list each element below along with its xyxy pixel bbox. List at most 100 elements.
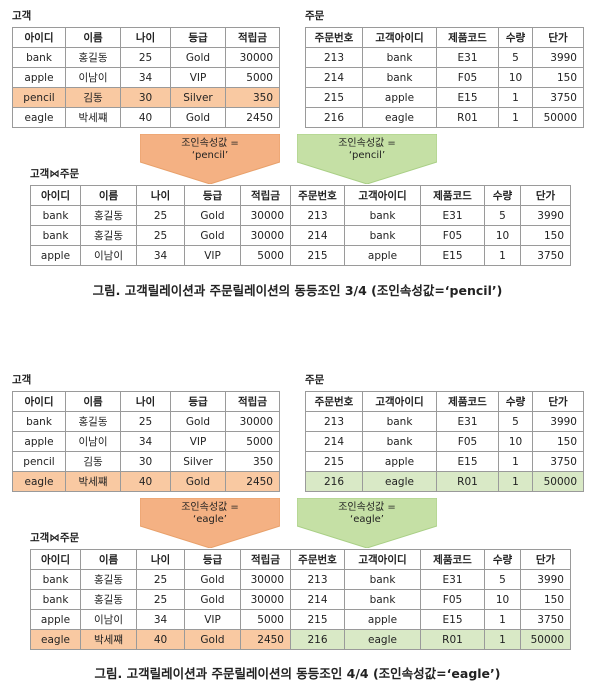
join-value-label: 조인속성값 = ‘pencil’ bbox=[181, 138, 239, 161]
table-cell: 10 bbox=[498, 67, 533, 88]
table-cell: 홍길동 bbox=[80, 225, 137, 246]
joined-table-label: 고객⋈주문 bbox=[30, 168, 80, 180]
column-header: 주문번호 bbox=[290, 549, 345, 570]
table-cell: VIP bbox=[170, 431, 226, 452]
table-cell: 150 bbox=[520, 589, 571, 610]
table-cell: 3990 bbox=[532, 411, 584, 432]
table-cell: 3750 bbox=[532, 451, 584, 472]
table-row-highlighted: 216 eagle R01 1 50000 bbox=[305, 471, 584, 492]
table-cell: eagle bbox=[12, 107, 66, 128]
column-header: 이름 bbox=[80, 549, 137, 570]
table-cell: 34 bbox=[136, 609, 185, 630]
table-cell: 30000 bbox=[225, 411, 280, 432]
table-cell: 213 bbox=[305, 47, 363, 68]
table-cell: apple bbox=[362, 451, 437, 472]
column-header: 제품코드 bbox=[436, 27, 499, 48]
column-header: 적립금 bbox=[240, 549, 291, 570]
table-cell: VIP bbox=[184, 609, 241, 630]
table-cell: Gold bbox=[184, 225, 241, 246]
customer-table-1: 아이디 이름 나이 등급 적립금 bank 홍길동 25 Gold 30000 appl… bbox=[12, 27, 280, 128]
table-cell: apple bbox=[12, 67, 66, 88]
column-header: 적립금 bbox=[225, 391, 280, 412]
column-header: 단가 bbox=[520, 185, 571, 206]
table-cell: 5 bbox=[498, 47, 533, 68]
column-header: 나이 bbox=[120, 27, 171, 48]
table-row: apple 이남이 34 VIP 5000 215 apple E15 1 3750 bbox=[30, 609, 571, 630]
column-header: 적립금 bbox=[240, 185, 291, 206]
table-cell: 34 bbox=[136, 245, 185, 266]
customer-table-label: 고객 bbox=[12, 374, 32, 386]
table-cell: 214 bbox=[290, 589, 345, 610]
orange-arrow bbox=[140, 498, 280, 548]
table-row-highlighted: eagle 박세쨰 40 Gold 2450 216 eagle R01 1 50000 bbox=[30, 629, 571, 650]
table-cell: apple bbox=[12, 431, 66, 452]
table-cell: bank bbox=[30, 569, 81, 590]
table-cell: 34 bbox=[120, 67, 171, 88]
table-cell: eagle bbox=[362, 471, 437, 492]
join-value-label: 조인속성값 = ‘pencil’ bbox=[338, 138, 396, 161]
column-header: 제품코드 bbox=[420, 549, 485, 570]
join-value-label: 조인속성값 = ‘eagle’ bbox=[338, 502, 396, 525]
table-cell: 350 bbox=[225, 87, 280, 108]
table-cell: 40 bbox=[136, 629, 185, 650]
table-cell: 2450 bbox=[225, 471, 280, 492]
table-cell: apple bbox=[344, 609, 421, 630]
table-row: apple 이남이 34 VIP 5000 bbox=[12, 67, 280, 88]
table-cell: bank bbox=[362, 431, 437, 452]
table-cell: 25 bbox=[136, 569, 185, 590]
table-cell: 215 bbox=[290, 609, 345, 630]
table-row: 214 bank F05 10 150 bbox=[305, 431, 584, 452]
table-cell: 30000 bbox=[240, 569, 291, 590]
table-cell: 3750 bbox=[532, 87, 584, 108]
column-header: 등급 bbox=[170, 391, 226, 412]
table-cell: F05 bbox=[420, 589, 485, 610]
table-cell: 215 bbox=[305, 87, 363, 108]
table-cell: F05 bbox=[436, 431, 499, 452]
table-cell: E31 bbox=[436, 411, 499, 432]
table-cell: E15 bbox=[436, 451, 499, 472]
table-cell: 215 bbox=[305, 451, 363, 472]
table-cell: 50000 bbox=[532, 107, 584, 128]
table-row: eagle 박세쨰 40 Gold 2450 bbox=[12, 107, 280, 128]
table-cell: E15 bbox=[436, 87, 499, 108]
column-header: 고객아이디 bbox=[344, 549, 421, 570]
table-cell: Gold bbox=[184, 569, 241, 590]
table-row: 216 eagle R01 1 50000 bbox=[305, 107, 584, 128]
green-arrow bbox=[297, 498, 437, 548]
table-cell: E15 bbox=[420, 609, 485, 630]
figure-caption: 그림. 고객릴레이션과 주문릴레이션의 동등조인 4/4 (조인속성값=‘eag… bbox=[94, 666, 501, 681]
table-cell: 박세쨰 bbox=[80, 629, 137, 650]
table-cell: 홍길동 bbox=[65, 411, 121, 432]
table-cell: 이남이 bbox=[65, 431, 121, 452]
table-cell: 25 bbox=[136, 205, 185, 226]
table-cell: 215 bbox=[290, 245, 345, 266]
table-cell: 홍길동 bbox=[80, 589, 137, 610]
table-cell: 이남이 bbox=[80, 609, 137, 630]
joined-table-label: 고객⋈주문 bbox=[30, 532, 80, 544]
table-row: bank 홍길동 25 Gold 30000 bbox=[12, 411, 280, 432]
table-cell: Gold bbox=[170, 107, 226, 128]
joined-table-2: 아이디 이름 나이 등급 적립금 주문번호 고객아이디 제품코드 수량 단가 b… bbox=[30, 549, 571, 650]
table-cell: 216 bbox=[290, 629, 345, 650]
table-cell: Gold bbox=[184, 589, 241, 610]
table-cell: eagle bbox=[344, 629, 421, 650]
table-cell: 150 bbox=[532, 431, 584, 452]
table-cell: bank bbox=[344, 205, 421, 226]
table-cell: 2450 bbox=[240, 629, 291, 650]
table-cell: Silver bbox=[170, 451, 226, 472]
table-cell: 홍길동 bbox=[80, 205, 137, 226]
column-header: 등급 bbox=[184, 185, 241, 206]
column-header: 단가 bbox=[520, 549, 571, 570]
table-cell: 5 bbox=[484, 569, 521, 590]
table-row-highlighted: pencil 김동 30 Silver 350 bbox=[12, 87, 280, 108]
table-cell: 1 bbox=[484, 629, 521, 650]
table-cell: 김동 bbox=[65, 451, 121, 472]
table-cell: 이남이 bbox=[65, 67, 121, 88]
column-header: 아이디 bbox=[12, 27, 66, 48]
column-header: 나이 bbox=[120, 391, 171, 412]
table-cell: bank bbox=[344, 569, 421, 590]
table-cell: 213 bbox=[290, 569, 345, 590]
table-cell: 150 bbox=[532, 67, 584, 88]
table-cell: 25 bbox=[120, 47, 171, 68]
column-header: 고객아이디 bbox=[362, 27, 437, 48]
